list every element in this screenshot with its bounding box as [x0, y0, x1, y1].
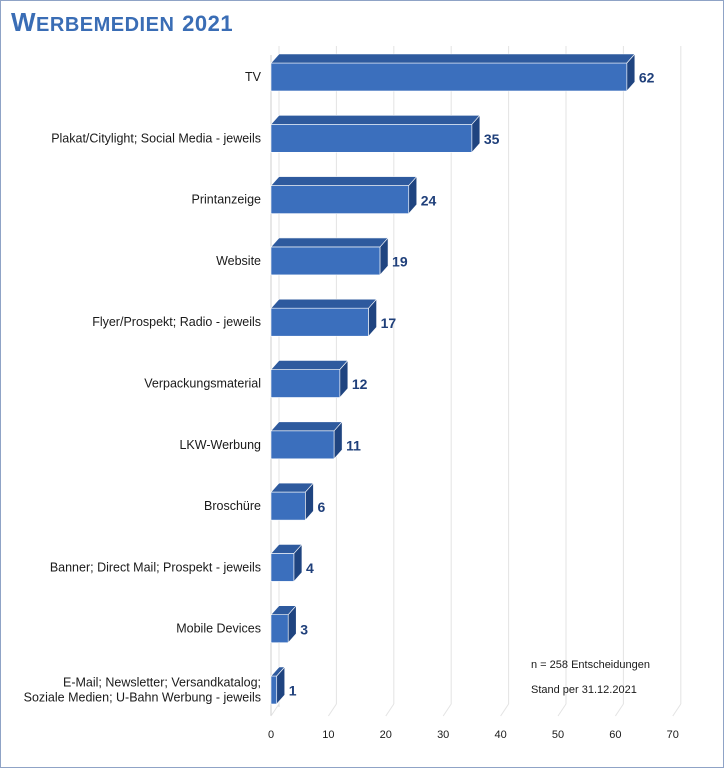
gridline-floor — [500, 703, 510, 717]
bar-side — [293, 543, 303, 583]
bar-top — [270, 115, 481, 125]
data-label: 12 — [352, 376, 368, 392]
bar-top — [270, 176, 418, 186]
x-tick-label: 0 — [268, 729, 274, 741]
bar-top — [270, 298, 378, 309]
bar — [270, 675, 278, 705]
gridline-floor — [270, 703, 280, 717]
category-label: Flyer/Prospekt; Radio - jeweils — [92, 315, 261, 329]
bar-side — [471, 114, 481, 154]
x-tick-label: 50 — [552, 729, 564, 741]
x-tick-label: 10 — [322, 729, 334, 741]
category-label: LKW-Werbung — [179, 438, 261, 452]
bar-top — [270, 237, 389, 248]
category-label: Mobile Devices — [176, 622, 261, 636]
data-label: 11 — [346, 438, 361, 454]
bar-side — [305, 482, 314, 521]
bar-side — [276, 666, 286, 705]
gridline-floor — [327, 703, 337, 717]
x-tick-label: 30 — [437, 729, 449, 741]
gridline-floor — [557, 703, 567, 717]
bar-side — [408, 175, 418, 215]
bar-side — [626, 53, 636, 92]
bar — [270, 124, 473, 153]
bar — [270, 553, 295, 582]
data-label: 35 — [484, 131, 500, 147]
x-tick-label: 20 — [380, 729, 392, 741]
bar — [270, 62, 628, 92]
x-tick-label: 70 — [667, 729, 679, 741]
data-label: 4 — [306, 560, 314, 576]
bar-top — [270, 360, 349, 370]
category-label: Broschüre — [204, 499, 261, 513]
bar-side — [287, 604, 297, 644]
category-label: Printanzeige — [192, 193, 262, 207]
category-label: E-Mail; Newsletter; Versandkatalog; Sozia… — [24, 676, 261, 705]
data-label: 6 — [317, 499, 325, 515]
bar — [270, 246, 381, 276]
bar — [270, 369, 341, 398]
category-label: Plakat/Citylight; Social Media - jeweils — [51, 131, 261, 145]
bar-side — [379, 237, 389, 276]
gridline-floor — [442, 703, 452, 717]
data-label: 17 — [381, 315, 397, 331]
chart-title: WERBEMEDIEN 2021 — [11, 7, 234, 37]
gridline-floor — [672, 703, 682, 717]
bar — [270, 185, 410, 214]
x-tick-label: 40 — [494, 729, 506, 741]
category-label: TV — [245, 70, 262, 84]
bar — [270, 307, 369, 337]
category-label: Banner; Direct Mail; Prospekt - jeweils — [50, 560, 261, 574]
date-note: Stand per 31.12.2021 — [531, 684, 637, 696]
bar — [270, 491, 306, 521]
category-label: Verpackungsmaterial — [144, 377, 261, 391]
data-label: 24 — [421, 192, 437, 208]
bar-top — [270, 53, 636, 64]
bar — [270, 614, 289, 644]
data-label: 62 — [639, 70, 655, 86]
bar-side — [333, 421, 343, 460]
bar — [270, 430, 335, 460]
gridline-floor — [385, 703, 395, 717]
category-label: Website — [216, 254, 261, 268]
gridline-floor — [614, 703, 624, 717]
data-label: 19 — [392, 254, 408, 270]
bar-side — [339, 359, 349, 399]
bar-side — [368, 298, 377, 337]
data-label: 1 — [289, 683, 297, 699]
x-tick-label: 60 — [609, 729, 621, 741]
data-label: 3 — [300, 621, 308, 637]
sample-size-note: n = 258 Entscheidungen — [531, 659, 650, 671]
bar-top — [270, 421, 343, 432]
